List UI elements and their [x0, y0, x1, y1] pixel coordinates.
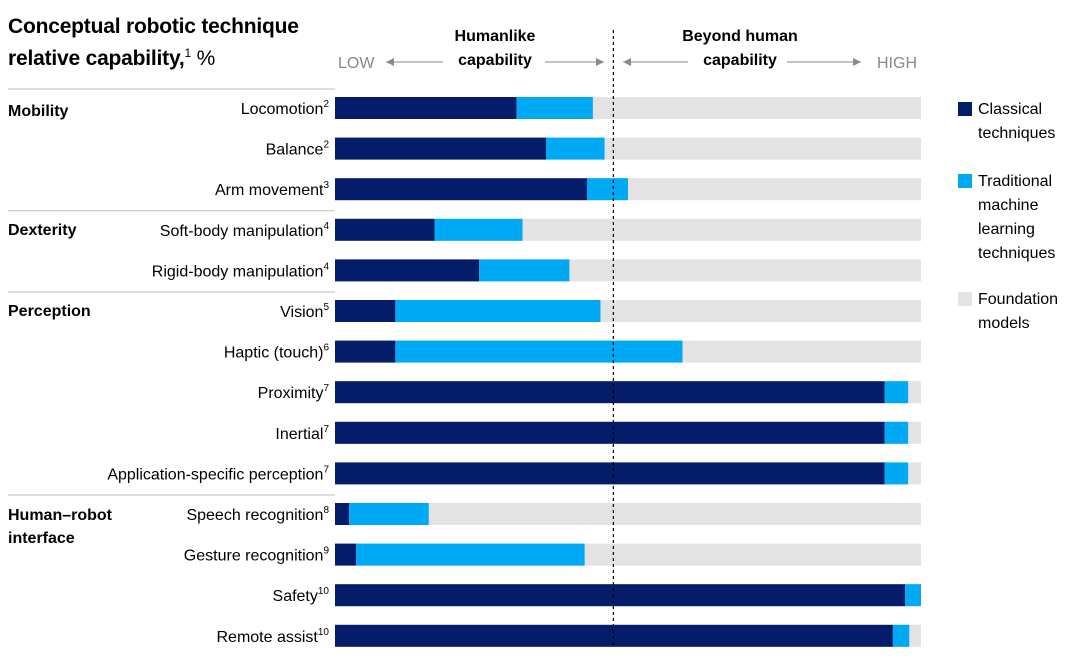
- row-label-text: Speech recognition: [186, 507, 323, 524]
- bar-classical: [335, 503, 350, 525]
- header-low-label: LOW: [338, 55, 375, 72]
- legend-label-traditional: Traditional machine learning techniques: [978, 173, 1056, 262]
- header-humanlike-line2: capability: [458, 52, 532, 69]
- row-label-text: Locomotion: [241, 101, 324, 118]
- bar-classical: [335, 137, 546, 160]
- row-label-text: Remote assist: [217, 629, 319, 646]
- row-label-footnote: 4: [323, 261, 329, 272]
- row-label: Locomotion2: [241, 99, 330, 118]
- row-label: Balance2: [266, 140, 330, 159]
- bar-traditional: [884, 421, 909, 444]
- header-beyond-line1: Beyond human: [682, 28, 798, 45]
- group-name-3-line2: interface: [8, 530, 75, 547]
- bar-classical: [335, 624, 893, 647]
- header-humanlike-line1: Humanlike: [455, 28, 536, 45]
- bar-traditional: [892, 624, 910, 647]
- row-label-text: Inertial: [275, 426, 323, 443]
- row-label-text: Application-specific perception: [107, 466, 323, 483]
- legend-swatch-classical: [958, 102, 972, 116]
- row-label-text: Proximity: [258, 385, 324, 402]
- arrow-low-head: [386, 58, 394, 66]
- row-label-footnote: 7: [323, 464, 329, 475]
- row-label: Soft-body manipulation4: [160, 221, 330, 240]
- bar-classical: [335, 340, 396, 363]
- arrow-high-head: [853, 58, 861, 66]
- row-label-footnote: 7: [323, 383, 329, 394]
- row-label-text: Arm movement: [215, 182, 324, 199]
- row-label-text: Vision: [280, 304, 323, 321]
- bar-classical: [335, 462, 885, 485]
- row-label-footnote: 8: [323, 505, 329, 516]
- chart-title: Conceptual robotic technique relative ca…: [8, 14, 299, 72]
- row-label-footnote: 3: [323, 180, 329, 191]
- bar-classical: [335, 218, 435, 241]
- legend-label-foundation: Foundation models: [978, 291, 1059, 332]
- row-label-text: Safety: [273, 588, 318, 605]
- bar-traditional: [356, 543, 585, 566]
- bar-traditional: [434, 218, 523, 241]
- bar-classical: [335, 381, 885, 404]
- bar-traditional: [395, 300, 601, 322]
- title-unit: %: [196, 47, 216, 70]
- title-line-1: Conceptual robotic technique: [8, 15, 299, 38]
- row-label-text: Soft-body manipulation: [160, 223, 324, 240]
- group-name-2: Perception: [8, 303, 91, 320]
- bar-classical: [335, 178, 587, 201]
- row-label-text: Gesture recognition: [184, 548, 324, 565]
- bar-traditional: [545, 137, 605, 160]
- group-name-1: Dexterity: [8, 222, 77, 239]
- bar-traditional: [905, 584, 921, 607]
- group-name-3: Human–robot: [8, 507, 113, 524]
- header-high-label: HIGH: [877, 55, 917, 72]
- title-line-2: relative capability,: [8, 47, 185, 70]
- row-label-footnote: 6: [323, 343, 329, 354]
- bar-classical: [335, 543, 357, 566]
- row-label-footnote: 10: [318, 586, 330, 597]
- row-label: Safety10: [273, 586, 330, 605]
- row-label: Gesture recognition9: [184, 546, 330, 565]
- bar-classical: [335, 97, 517, 119]
- group-name-0: Mobility: [8, 103, 69, 120]
- row-label: Remote assist10: [217, 627, 330, 646]
- row-label: Application-specific perception7: [107, 464, 329, 483]
- bar-traditional: [884, 381, 909, 404]
- row-label-text: Rigid-body manipulation: [152, 263, 324, 280]
- row-label: Arm movement3: [215, 180, 329, 199]
- row-label: Haptic (touch)6: [224, 343, 330, 362]
- legend-label-classical: Classical techniques: [978, 101, 1056, 142]
- row-label: Inertial7: [275, 424, 329, 443]
- row-label-footnote: 2: [323, 140, 329, 151]
- legend-swatch-foundation: [958, 292, 972, 306]
- arrow-beyond-left-head: [623, 58, 631, 66]
- bar-classical: [335, 259, 480, 282]
- row-label-footnote: 7: [323, 424, 329, 435]
- row-label-footnote: 9: [323, 546, 329, 557]
- capability-chart: LOW HIGH Humanlike capability Beyond human ca…: [8, 28, 921, 647]
- bar-classical: [335, 300, 396, 322]
- bar-traditional: [349, 503, 429, 525]
- bar-traditional: [884, 462, 909, 485]
- row-label-text: Haptic (touch): [224, 345, 324, 362]
- row-label: Rigid-body manipulation4: [152, 261, 330, 280]
- row-label: Proximity7: [258, 383, 330, 402]
- row-label: Vision5: [280, 302, 329, 321]
- legend-swatch-traditional: [958, 174, 972, 188]
- row-label-footnote: 4: [323, 221, 329, 232]
- bar-traditional: [395, 340, 683, 363]
- bar-classical: [335, 421, 885, 444]
- title-footnote: 1: [184, 46, 192, 60]
- bar-foundation: [335, 503, 921, 525]
- row-label-footnote: 5: [323, 302, 329, 313]
- row-label-footnote: 10: [318, 627, 330, 638]
- bar-traditional: [586, 178, 628, 201]
- row-label-text: Balance: [266, 142, 324, 159]
- header-beyond-line2: capability: [703, 52, 777, 69]
- bar-traditional: [516, 97, 593, 119]
- row-label-footnote: 2: [323, 99, 329, 110]
- bar-traditional: [479, 259, 570, 282]
- row-label: Speech recognition8: [186, 505, 329, 524]
- bar-classical: [335, 584, 906, 607]
- arrow-humanlike-right-head: [596, 58, 604, 66]
